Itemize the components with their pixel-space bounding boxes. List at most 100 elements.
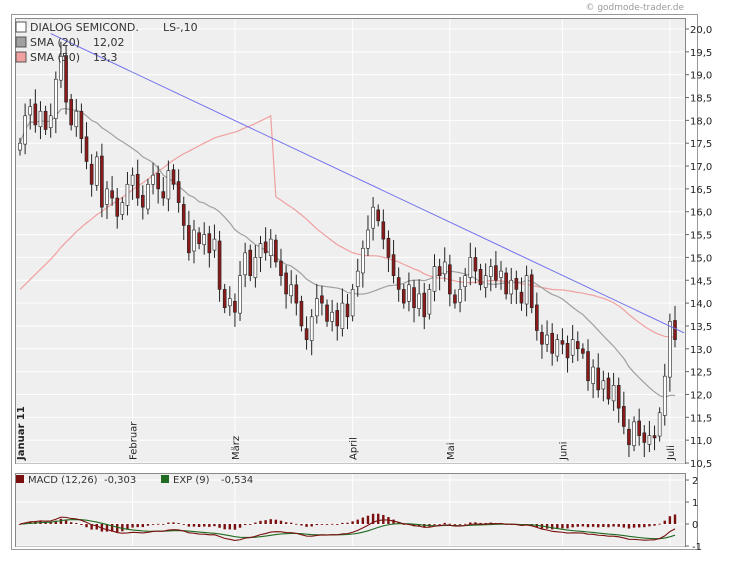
candle-body <box>187 225 191 254</box>
candle-body <box>565 343 570 359</box>
y-tick-label: 19,0 <box>690 71 712 82</box>
macd-hist-bar <box>116 524 119 533</box>
legend-sma20-name: SMA (20) <box>30 36 80 49</box>
macd-hist-bar <box>90 524 93 530</box>
candle-body <box>161 191 166 199</box>
candle-body <box>642 432 647 443</box>
macd-hist-bar <box>197 524 201 527</box>
legend-title: DIALOG SEMICOND. <box>30 21 139 34</box>
macd-hist-bar <box>310 524 313 527</box>
exp9-line <box>19 518 676 540</box>
macd-hist-bar <box>279 520 283 524</box>
candle-body <box>274 239 278 263</box>
y-tick-label: 15,5 <box>690 231 712 242</box>
macd-y-tick-label: 1 <box>692 498 698 509</box>
trendline-path <box>50 33 685 334</box>
macd-hist-bar <box>463 523 467 525</box>
macd-hist-bar <box>110 524 114 532</box>
macd-hist-bar <box>264 520 267 524</box>
candle-body <box>488 266 493 277</box>
candle-body <box>575 341 580 350</box>
candle-body <box>529 274 534 308</box>
candle-body <box>504 272 508 295</box>
macd-hist-bar <box>479 522 482 524</box>
macd-hist-bar <box>243 524 247 526</box>
candle-body <box>478 268 483 286</box>
candle-body <box>130 174 135 186</box>
macd-hist-bar <box>59 518 63 524</box>
candle-body <box>48 115 53 128</box>
macd-hist-bar <box>141 524 145 528</box>
macd-hist-bar <box>238 524 242 528</box>
macd-hist-bar <box>632 524 636 528</box>
macd-hist-bar <box>443 522 446 524</box>
candle-body <box>509 279 514 295</box>
candle-body <box>345 303 350 318</box>
candle-body <box>606 377 611 400</box>
candle-body <box>366 229 370 249</box>
legend-exp-value: -0,534 <box>221 475 253 486</box>
candle-body <box>248 249 253 276</box>
macd-hist-bar <box>203 524 206 527</box>
y-tick-label: 11,0 <box>690 436 712 447</box>
y-tick-label: 15,0 <box>690 253 712 264</box>
macd-hist-bar <box>151 524 155 525</box>
candle-body <box>94 156 99 186</box>
macd-hist-bar <box>438 524 441 525</box>
price-plot-area <box>15 18 686 464</box>
legend-sma20-value: 12,02 <box>93 36 125 49</box>
candle-body <box>253 257 258 278</box>
macd-hist-bar <box>295 523 298 525</box>
candle-body <box>401 289 406 304</box>
macd-y-tick-label: 0 <box>692 520 698 531</box>
candle-body <box>622 406 626 427</box>
macd-hist-bar <box>550 524 554 530</box>
macd-hist-bar <box>648 524 651 527</box>
y-tick-label: 17,5 <box>690 139 712 150</box>
macd-hist-bar <box>668 516 672 524</box>
candle-body <box>391 254 396 276</box>
candle-body <box>197 232 201 245</box>
candle-body <box>233 300 237 313</box>
candle-body <box>284 272 288 295</box>
candle-body <box>381 221 386 240</box>
macd-hist-bar <box>330 523 334 525</box>
candle-body <box>156 173 160 190</box>
trendline <box>50 33 685 334</box>
candle-body <box>601 380 606 390</box>
macd-hist-bar <box>85 524 88 528</box>
legend-sma50-value: 13,3 <box>93 51 118 64</box>
macd-hist-bar <box>617 524 620 527</box>
macd-hist-bar <box>75 523 78 524</box>
candle-body <box>146 184 150 210</box>
macd-hist-bar <box>208 524 211 527</box>
macd-hist-bar <box>561 524 564 529</box>
candle-body <box>125 184 130 206</box>
macd-hist-bar <box>361 517 365 524</box>
macd-hist-bar <box>336 524 339 525</box>
candle-body <box>427 289 432 315</box>
price-legend: DIALOG SEMICOND. LS-,10 SMA (20) 12,02 S… <box>15 21 198 64</box>
candle-body <box>135 173 140 199</box>
candle-body <box>550 332 554 354</box>
macd-hist-bar <box>223 524 226 530</box>
macd-hist-bar <box>187 524 191 527</box>
candle-body <box>33 103 38 126</box>
macd-hist-bar <box>377 513 380 524</box>
x-month-label: Mai <box>446 442 457 460</box>
candle-body <box>473 257 478 272</box>
macd-hist-bar <box>274 519 278 524</box>
candle-body <box>330 311 334 322</box>
candle-body <box>217 240 222 290</box>
macd-hist-bar <box>213 524 216 527</box>
candle-body <box>591 366 595 384</box>
candle-body <box>222 289 227 308</box>
legend-swatch-sma20 <box>15 36 27 48</box>
macd-hist-bar <box>602 524 605 527</box>
macd-hist-bar <box>433 524 436 525</box>
macd-hist-bar <box>458 524 462 525</box>
candle-body <box>28 106 33 116</box>
macd-hist-bar <box>259 520 262 524</box>
candle-body <box>299 300 304 327</box>
macd-hist-bar <box>586 524 590 528</box>
